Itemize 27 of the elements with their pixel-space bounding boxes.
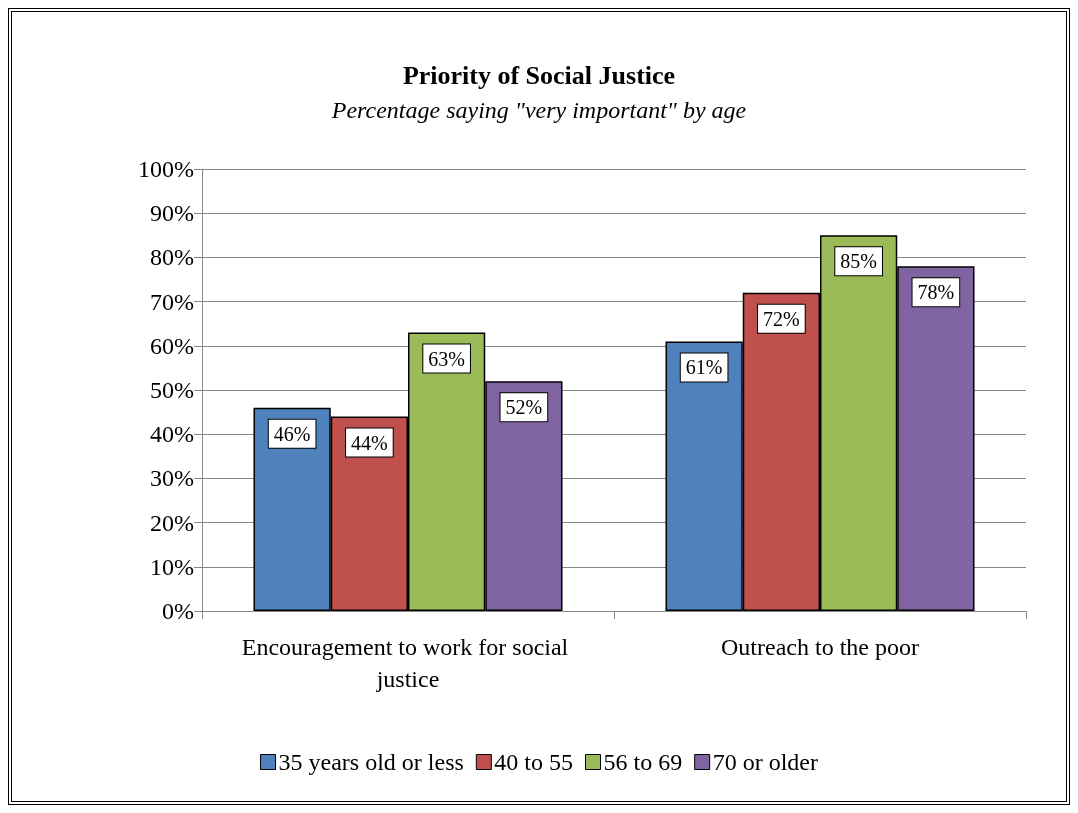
y-tick-label: 30%	[150, 465, 194, 492]
y-tick-label: 50%	[150, 377, 194, 403]
y-tick-label: 100%	[138, 156, 194, 182]
data-label: 44%	[351, 431, 388, 454]
data-label: 85%	[840, 250, 877, 273]
chart-title: Priority of Social Justice	[402, 60, 676, 90]
y-tick-label: 80%	[150, 244, 194, 271]
x-tick-label: Outreach to the poor	[721, 634, 919, 660]
legend-label: 70 or older	[712, 749, 818, 775]
legend-label: 35 years old or less	[278, 749, 464, 775]
data-label: 72%	[763, 307, 800, 330]
data-label: 52%	[505, 396, 543, 419]
legend-label: 56 to 69	[603, 749, 683, 775]
y-tick-label: 70%	[150, 288, 194, 315]
y-tick-label: 20%	[150, 509, 194, 536]
data-label: 63%	[428, 347, 465, 370]
y-tick-label: 90%	[150, 200, 194, 227]
y-tick-label: 40%	[150, 421, 194, 448]
y-tick-label: 10%	[150, 553, 194, 580]
data-label: 78%	[917, 281, 955, 304]
x-tick-label: Encouragement to work for social justice	[241, 634, 575, 692]
legend-label: 40 to 55	[494, 749, 573, 775]
data-label: 46%	[273, 422, 311, 445]
y-tick-label: 60%	[150, 332, 194, 359]
y-tick-label: 0%	[162, 598, 194, 624]
chart-subtitle: Percentage saying "very important" by age	[330, 97, 747, 123]
data-label: 61%	[685, 356, 723, 379]
